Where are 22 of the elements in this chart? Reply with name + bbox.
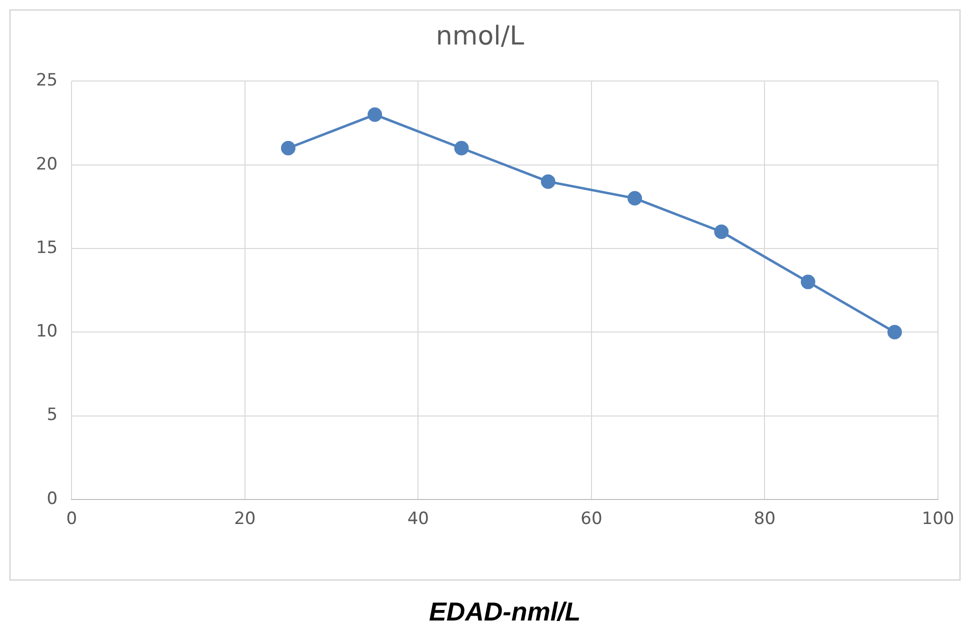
y-tick-label: 10 — [36, 322, 58, 342]
x-tick-label: 60 — [580, 509, 602, 530]
x-tick-label: 20 — [234, 509, 256, 530]
x-tick-label: 100 — [922, 509, 954, 530]
point — [714, 224, 729, 239]
x-axis-title: EDAD-nml/L — [428, 596, 581, 627]
y-tick-label: 25 — [36, 70, 58, 91]
y-tick-label: 5 — [46, 405, 58, 426]
y-tick-label: 0 — [46, 488, 58, 509]
y-tick-label: 20 — [36, 154, 58, 174]
point — [280, 140, 296, 156]
point — [368, 107, 382, 122]
y-tick-label: 15 — [36, 238, 58, 258]
point — [800, 274, 816, 290]
point — [454, 140, 469, 156]
point — [540, 174, 556, 189]
chart-title: nmol/L — [436, 21, 525, 52]
x-tick-label: 80 — [754, 509, 776, 530]
x-tick-label: 0 — [66, 509, 78, 530]
point — [628, 191, 642, 206]
point — [887, 324, 902, 340]
x-tick-label: 40 — [407, 509, 429, 530]
